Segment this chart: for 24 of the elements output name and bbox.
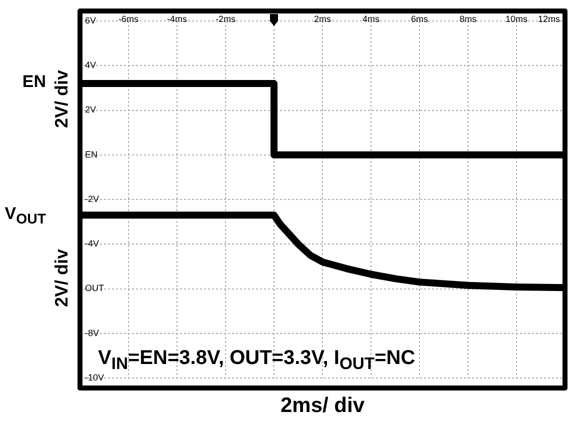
y-tick-label: 2V bbox=[85, 104, 96, 115]
y-axis-title: 2V/ div bbox=[52, 70, 72, 128]
x-tick-label: 4ms bbox=[362, 14, 380, 24]
text: EN bbox=[22, 72, 46, 92]
text: 2V/ div bbox=[52, 248, 72, 307]
y-tick-label: -2V bbox=[85, 194, 100, 204]
text: V$_{OUT}$ bbox=[4, 204, 46, 228]
x-axis-title: 2ms/ div bbox=[280, 394, 365, 418]
y-tick-label: -8V bbox=[85, 328, 100, 338]
x-tick-label: 12ms bbox=[538, 14, 560, 24]
y-tick-label: 4V bbox=[85, 60, 96, 70]
y-tick-label: -10V bbox=[85, 372, 104, 382]
x-tick-label: 2ms bbox=[314, 14, 332, 24]
x-tick-label: -2ms bbox=[216, 14, 236, 24]
x-tick-label: 6ms bbox=[410, 14, 428, 24]
y-tick-label: -4V bbox=[85, 238, 100, 249]
y-tick-label: EN bbox=[85, 149, 98, 160]
y-tick-label: 6V bbox=[85, 15, 96, 26]
x-tick-label: -6ms bbox=[118, 14, 139, 24]
annotation: V$_{IN}$=EN=3.8V, OUT=3.3V, I$_{OUT}$=NC bbox=[98, 347, 416, 374]
x-tick-label: -4ms bbox=[167, 14, 188, 24]
x-tick-label: 8ms bbox=[459, 14, 477, 24]
y-tick-label: OUT bbox=[85, 283, 104, 294]
x-tick-label: 10ms bbox=[505, 14, 528, 24]
